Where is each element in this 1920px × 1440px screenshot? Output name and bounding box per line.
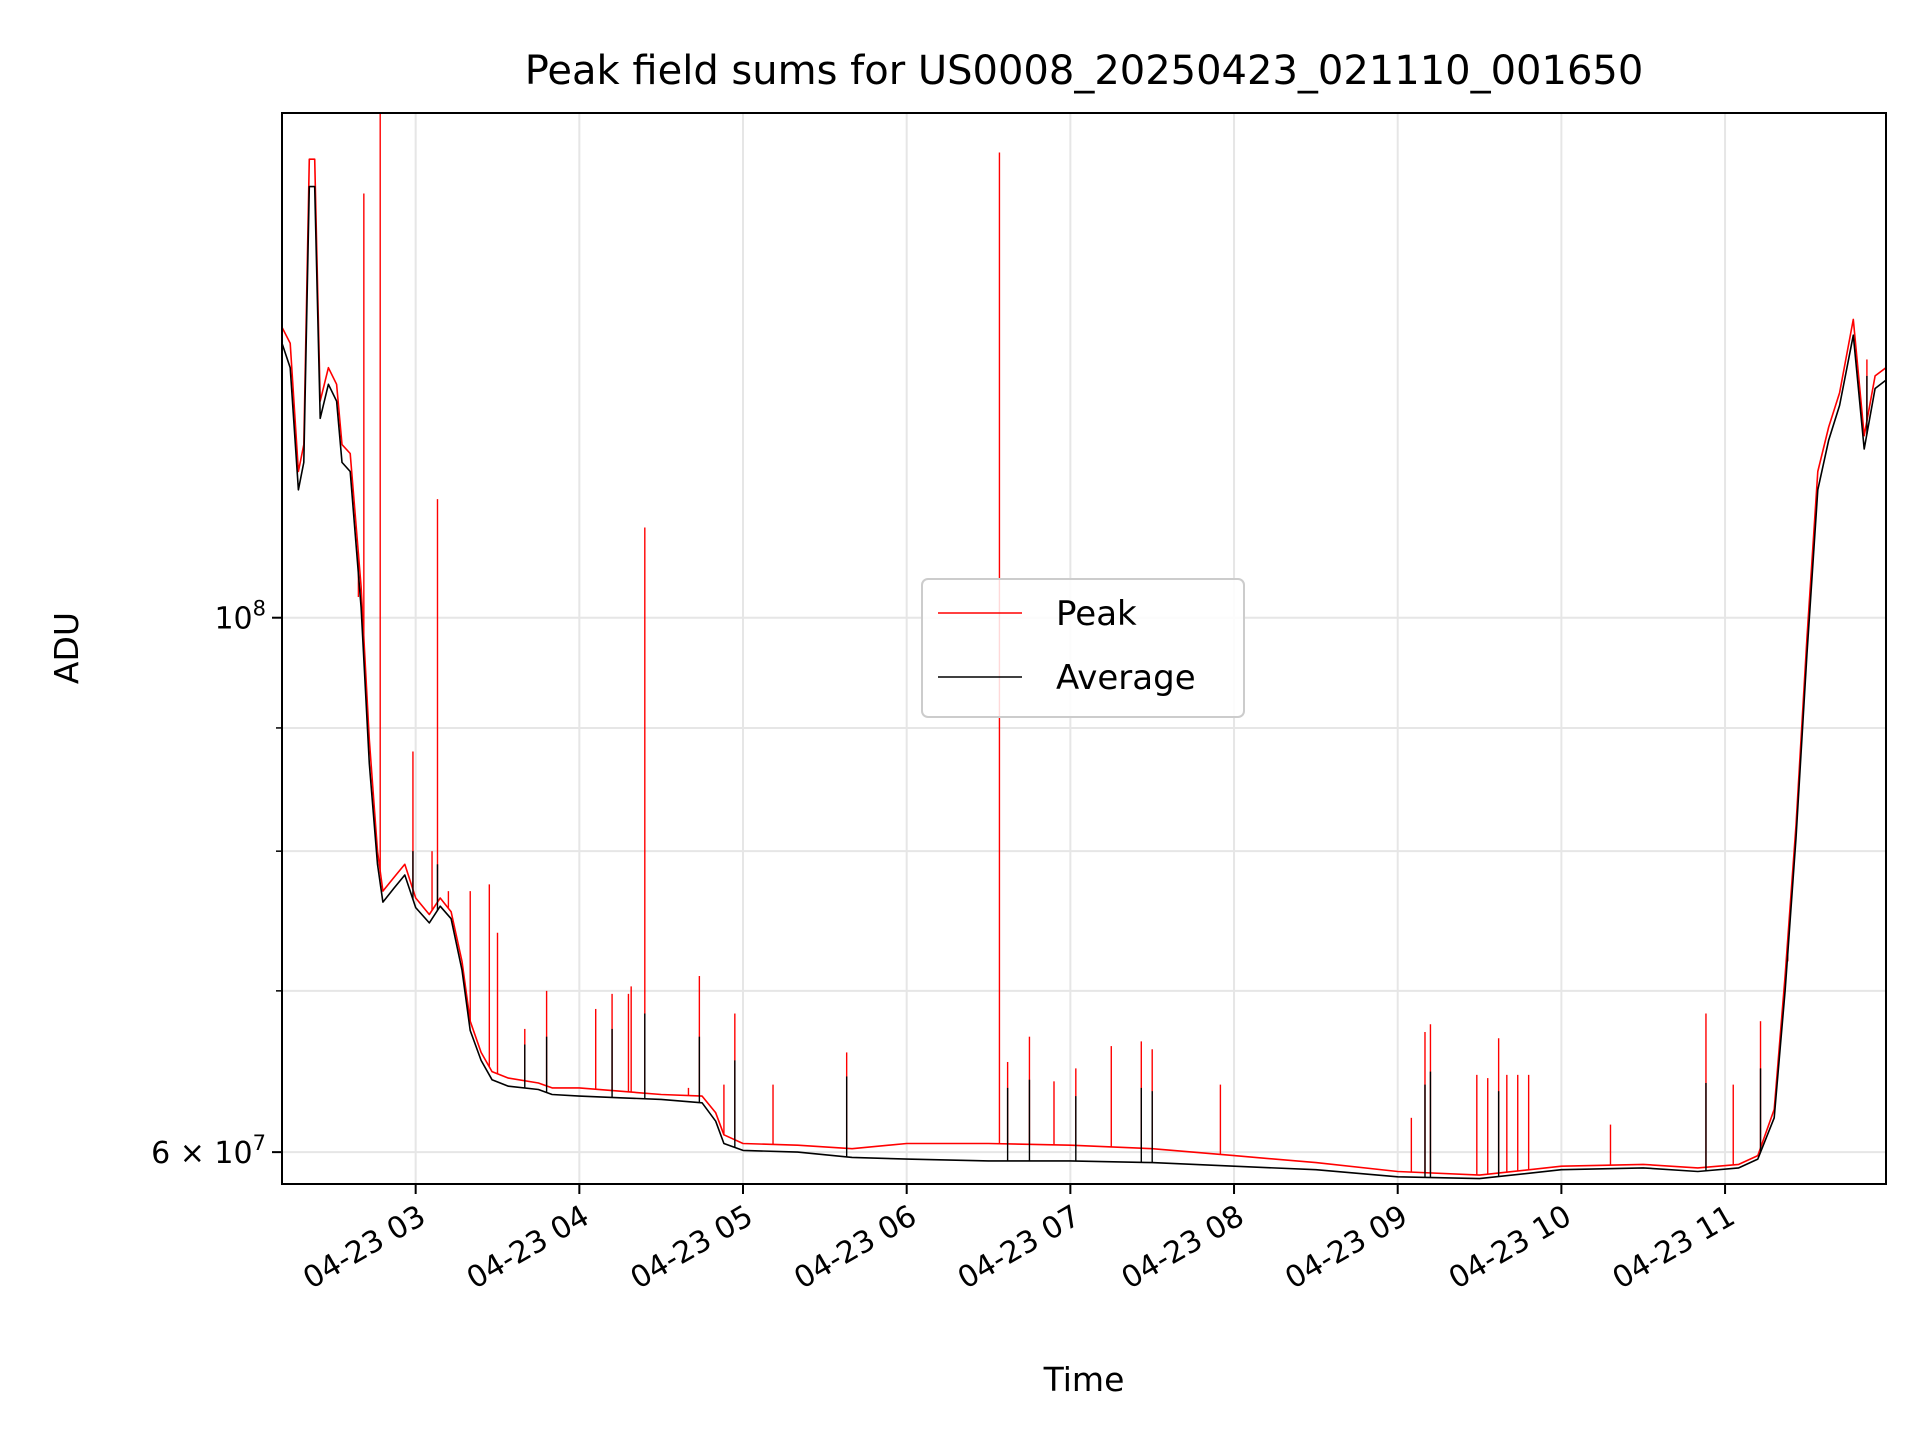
x-axis-title: Time: [1043, 1360, 1125, 1399]
plot-frame: [281, 112, 1887, 1185]
y-tick-label: 6 × 107: [151, 1131, 266, 1171]
legend: Peak Average: [921, 578, 1245, 718]
series-area: [281, 113, 1887, 1180]
series-line-average: [281, 185, 1887, 1180]
chart-title: Peak field sums for US0008_20250423_0211…: [525, 48, 1644, 94]
legend-label-average: Average: [1056, 658, 1196, 698]
y-axis-title: ADU: [47, 612, 86, 684]
legend-label-peak: Peak: [1056, 594, 1137, 634]
y-tick-label: 108: [214, 597, 266, 637]
